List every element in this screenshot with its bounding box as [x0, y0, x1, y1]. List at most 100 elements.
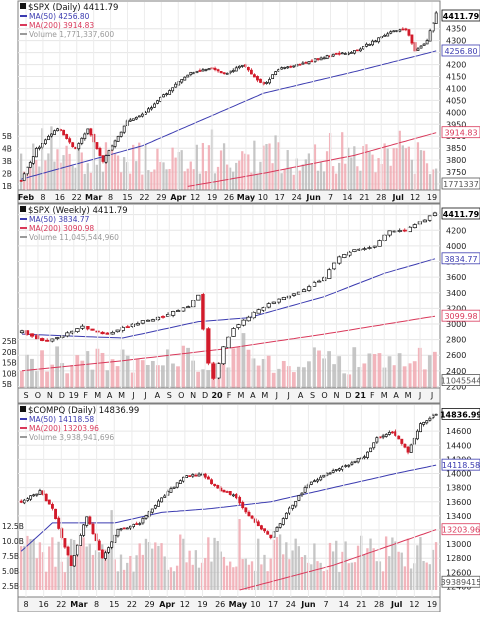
volume-bar — [74, 167, 77, 190]
candle-body — [340, 52, 344, 55]
volume-bar — [353, 562, 357, 590]
volume-tick-label: 5B — [2, 380, 12, 389]
candle-body — [219, 71, 223, 74]
volume-bar — [165, 169, 168, 190]
candle-body — [41, 490, 45, 495]
candle-body — [292, 65, 296, 68]
volume-bar — [113, 153, 117, 190]
volume-bar — [259, 161, 262, 190]
candle-body — [253, 74, 256, 78]
volume-bar — [32, 538, 35, 590]
x-tick-label: Mar — [85, 193, 102, 202]
volume-bar — [141, 174, 144, 190]
candle-body — [368, 44, 371, 46]
volume-bar — [65, 373, 70, 388]
candle-body — [357, 248, 362, 251]
candle-body — [150, 319, 156, 322]
candle-body — [342, 254, 347, 258]
candle-body — [91, 523, 95, 535]
volume-tick-label: 10.0B — [2, 537, 24, 546]
y-tick-label: 13800 — [446, 484, 471, 493]
candle-body — [369, 447, 373, 453]
volume-bar — [198, 173, 201, 190]
candle-body — [362, 248, 367, 250]
volume-bar — [80, 360, 85, 388]
volume-tick-label: 12.5B — [2, 522, 24, 531]
volume-bar — [372, 354, 377, 388]
candle-body — [260, 525, 263, 530]
candle-body — [268, 79, 271, 84]
x-tick-label: A — [107, 391, 113, 400]
candle-body — [132, 523, 135, 527]
volume-bar — [38, 542, 42, 590]
volume-bar — [266, 355, 271, 388]
candle-body — [334, 53, 338, 55]
candle-body — [238, 496, 242, 504]
candle-body — [80, 325, 85, 329]
candle-body — [291, 504, 295, 509]
y-tick-label: 14000 — [446, 470, 471, 479]
value-tag-label: 3914.83 — [444, 129, 477, 138]
candle-body — [415, 430, 419, 440]
x-tick-label: 22 — [72, 193, 82, 202]
candle-body — [71, 142, 75, 148]
volume-bar — [363, 554, 366, 590]
volume-bar — [122, 157, 126, 190]
volume-bar — [59, 162, 62, 190]
volume-bar — [38, 166, 41, 190]
volume-bar — [48, 546, 51, 590]
x-tick-label: A — [155, 391, 161, 400]
volume-bar — [20, 153, 23, 190]
volume-bar — [175, 565, 179, 590]
volume-bar — [104, 549, 107, 590]
candle-body — [331, 53, 335, 57]
volume-bar — [241, 151, 244, 190]
candle-body — [25, 166, 29, 175]
candle-body — [160, 316, 166, 318]
candle-body — [322, 57, 326, 60]
volume-bar — [337, 356, 342, 388]
y-tick-label: 4000 — [446, 242, 466, 251]
volume-bar — [85, 546, 88, 590]
candle-body — [353, 460, 357, 463]
volume-bar — [176, 366, 180, 388]
candle-body — [251, 312, 256, 319]
volume-bar — [107, 149, 111, 190]
x-tick-label: May — [237, 193, 256, 202]
volume-bar — [257, 538, 260, 590]
candle-body — [337, 256, 342, 264]
candle-body — [298, 63, 302, 66]
x-tick-label: S — [167, 391, 172, 400]
candle-body — [216, 485, 220, 489]
volume-bar — [129, 555, 132, 590]
x-tick-label: May — [229, 600, 248, 609]
candle-body — [225, 72, 229, 75]
candle-body — [306, 286, 312, 291]
volume-bar — [422, 560, 425, 590]
candle-body — [425, 420, 429, 424]
volume-bar — [120, 349, 125, 388]
volume-bar — [35, 371, 39, 388]
volume-bar — [367, 353, 372, 388]
x-tick-label: M — [261, 391, 268, 400]
volume-bar — [431, 549, 435, 590]
candle-body — [327, 269, 332, 279]
candle-body — [422, 43, 426, 46]
volume-bar — [45, 371, 49, 388]
volume-bar — [347, 374, 352, 388]
volume-bar — [100, 352, 105, 388]
candle-body — [174, 83, 178, 88]
value-tag-box — [441, 408, 480, 420]
volume-bar — [371, 154, 374, 190]
x-tick-label: Jul — [391, 193, 404, 202]
volume-bar — [154, 542, 157, 590]
candle-body — [31, 156, 35, 164]
candle-body — [35, 493, 39, 496]
candle-body — [241, 319, 246, 326]
symbol-marker-icon — [20, 206, 26, 212]
candle-body — [82, 524, 86, 536]
x-tick-label: 28 — [374, 600, 384, 609]
candle-body — [181, 307, 186, 312]
candle-body — [104, 552, 107, 559]
x-tick-label: 19 — [197, 600, 207, 609]
